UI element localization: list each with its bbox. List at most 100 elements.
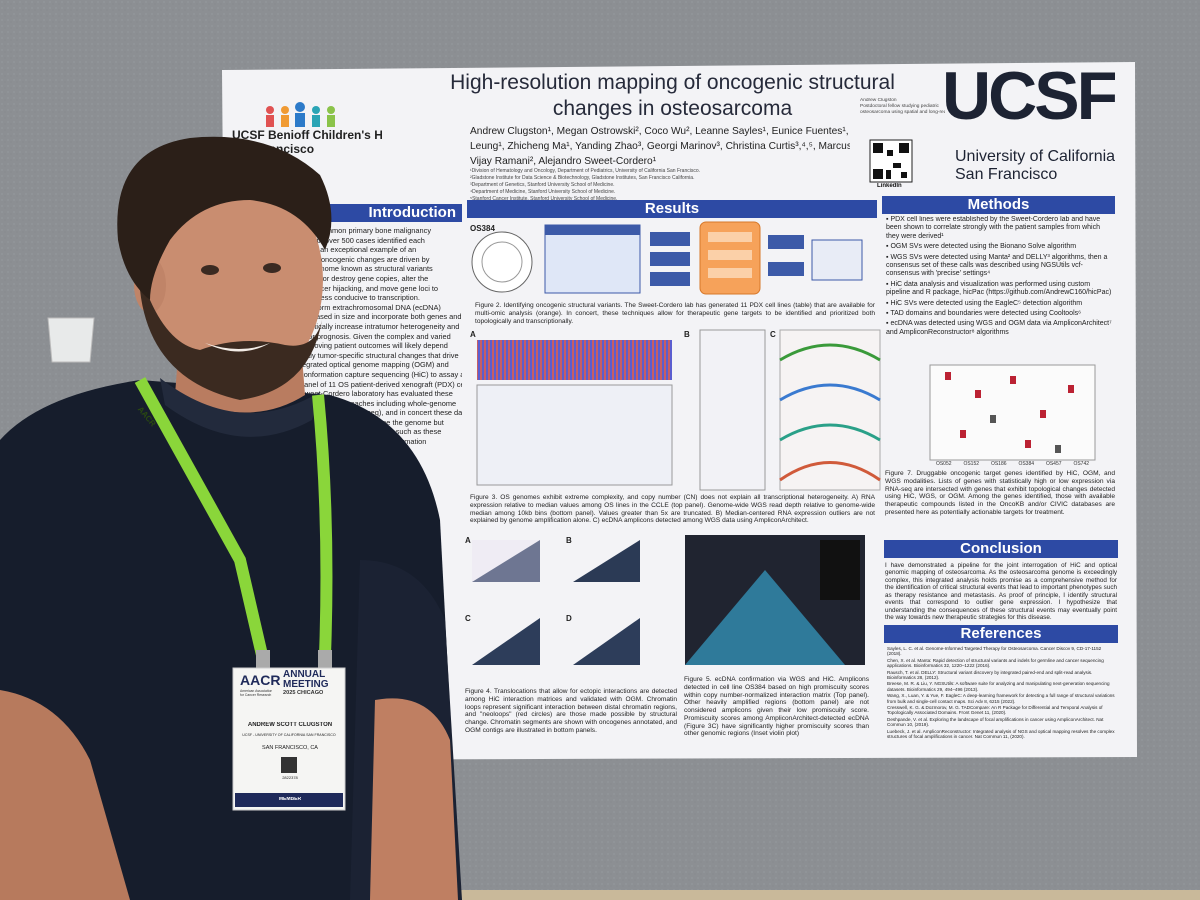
text-line: Deshpande, V. et al. Exploring the lands…	[887, 716, 1104, 728]
figure-label: D	[566, 614, 572, 623]
text-line: ts, with over 500 cases identified each	[300, 235, 425, 245]
text-line: Vijay Ramani², Alejandro Sweet-Cordero¹	[470, 156, 657, 167]
text-line: High-resolution mapping of oncogenic str…	[450, 71, 895, 94]
section-heading: Conclusion	[884, 540, 1118, 558]
text-line: tegrated optical genome mapping (OGM) an…	[300, 360, 449, 370]
text-line: WGS SVs were detected using Manta² and D…	[886, 254, 1114, 279]
text-line: ⁵Stanford Cancer Institute, Stanford Uni…	[470, 196, 618, 202]
text-line: American Association	[240, 689, 273, 693]
text-line: poor prognosis. Given the complex and va…	[300, 331, 451, 341]
section-heading: References	[884, 625, 1118, 643]
badge	[232, 667, 346, 811]
clip	[256, 650, 270, 672]
text-line: PDX cell lines were established by the S…	[886, 216, 1114, 241]
text-line: HiC data analysis and visualization was …	[886, 281, 1114, 298]
text-line: ¹Division of Hematology and Oncology, De…	[470, 168, 701, 174]
text-line: ⁴Department of Medicine, Stanford Univer…	[470, 189, 616, 195]
text-line: for Cancer Research	[240, 693, 272, 697]
section-heading: Methods	[882, 196, 1115, 214]
text-line: OS384	[1018, 461, 1035, 467]
text-line: TAD domains and boundaries were detected…	[886, 310, 1114, 318]
badge-org: American Association for Cancer Research	[240, 689, 272, 697]
text-line: OS457	[1045, 461, 1062, 467]
text-line: Leung¹, Zhicheng Ma¹, Yanding Zhao³, Geo…	[470, 141, 850, 152]
text-line: ³Department of Genetics, Stanford Univer…	[470, 182, 615, 188]
text-line: panel of 11 OS patient-derived xenograft…	[300, 379, 462, 389]
text-line: which oncogenic changes are driven by	[300, 254, 430, 264]
text-line: Sweet-Cordero laboratory has evaluated t…	[300, 389, 453, 399]
badge-affiliation: UCSF - UNIVERSITY OF CALIFORNIA SAN FRAN…	[242, 733, 336, 737]
text-line: Sayles, L. C. et al. Genome-Informed Tar…	[887, 646, 1102, 657]
text-line: the genome known as structural variants	[300, 264, 433, 274]
figure-2	[471, 221, 863, 295]
figure-caption: Figure 5. ecDNA confirmation via WGS and…	[684, 676, 869, 738]
author-note: Andrew Clugston Postdoctoral fellow study…	[860, 98, 945, 116]
figure-label: A	[465, 536, 471, 545]
heatmap-axis: OS052 OS152 OS186 OS384 OS457 OS742	[930, 461, 1095, 467]
arm	[370, 698, 458, 900]
text-line: most common primary bone malignancy	[300, 226, 432, 235]
badge-qr	[281, 757, 297, 773]
badge-band	[235, 793, 343, 807]
text-line: MEETING	[283, 679, 329, 690]
text-line: ently tumor-specific structural changes …	[300, 350, 459, 360]
figure-3	[476, 329, 881, 491]
text-line: Luebeck, J. et al. AmpliconReconstructor…	[887, 728, 1115, 740]
figure-label: B	[684, 330, 690, 339]
ucsf-logo: UCSF	[942, 58, 1116, 134]
author-list: Andrew Clugston¹, Megan Ostrowski², Coco…	[470, 124, 850, 169]
text-line: OS742	[1073, 461, 1090, 467]
text-line: osteosarcoma using spatial and long-read	[860, 110, 945, 115]
family-icon	[266, 102, 335, 127]
text-line: drastically increase intratumor heteroge…	[300, 321, 460, 331]
text-line: OS152	[963, 461, 980, 467]
text-line: Breese, M. R. & Liu, Y. NGSUtils: A soft…	[887, 681, 1110, 692]
badge-city: SAN FRANCISCO, CA	[262, 745, 318, 751]
text-line: Rausch, T. et al. DELLY: Structural vari…	[887, 669, 1093, 681]
text-line: more/less conducive to transcription.	[300, 293, 420, 303]
text-line: increased in size and incorporate both g…	[300, 312, 462, 322]
figure-4	[472, 540, 640, 665]
text-line: conformation capture sequencing (HiC) to…	[300, 369, 462, 379]
text-line: OS052	[935, 461, 952, 467]
text-line: OS186	[990, 461, 1007, 467]
floor	[430, 890, 1200, 900]
poster-title: High-resolution mapping of oncogenic str…	[400, 70, 945, 122]
text-line: Chen, X. et al. Manta: Rapid detection o…	[887, 657, 1104, 669]
text-line: enhancer hijacking, and move gene loci t…	[300, 283, 439, 293]
text-line: University of California	[955, 148, 1116, 165]
text-line: ²Gladstone Institute for Data Science & …	[470, 175, 695, 181]
text-line: create or destroy gene copies, alter the	[300, 273, 429, 283]
text-line: Andrew Clugston¹, Megan Ostrowski², Coco…	[470, 126, 850, 137]
hair	[117, 136, 332, 300]
lanyard	[134, 377, 268, 657]
figure-label: C	[465, 614, 471, 623]
figure-5	[685, 535, 865, 665]
text-line: HiC SVs were detected using the EagleC⁵ …	[886, 300, 1114, 308]
text-line: Postdoctoral fellow studying pediatric	[860, 104, 939, 109]
qr-code	[869, 139, 913, 183]
text-line: OS is an exceptional example of an	[300, 245, 417, 255]
figure-label: B	[566, 536, 572, 545]
references-list: Sayles, L. C. et al. Genome-Informed Tar…	[887, 646, 1115, 741]
cup	[47, 317, 95, 363]
section-heading: Results	[467, 200, 877, 218]
text-line: Andrew Clugston	[860, 98, 897, 103]
badge-meeting: ANNUAL MEETING	[283, 670, 329, 690]
text-line: San Francisco	[955, 166, 1058, 183]
text-line: multi-omic approaches including whole-ge…	[300, 398, 457, 408]
figure-label: C	[770, 330, 776, 339]
face	[147, 168, 323, 392]
clip	[318, 650, 332, 672]
figure-label: OS384	[470, 224, 495, 233]
qr-caption: LinkedIn	[877, 183, 902, 189]
figure-caption: Figure 3. OS genomes exhibit extreme com…	[470, 494, 875, 525]
conclusion-text: I have demonstrated a pipeline for the j…	[885, 562, 1117, 621]
lanyard	[312, 394, 333, 656]
eye	[201, 265, 219, 275]
text-line: A sequencing (RNA-seq), and in concert t…	[300, 408, 462, 418]
text-line: OGM SVs were detected using the Bionano …	[886, 243, 1114, 251]
text-line: Wang, X., Luan, Y. & Yue, F. EagleC: A d…	[887, 693, 1115, 704]
figure-label: A	[470, 330, 476, 339]
arm	[0, 690, 130, 900]
